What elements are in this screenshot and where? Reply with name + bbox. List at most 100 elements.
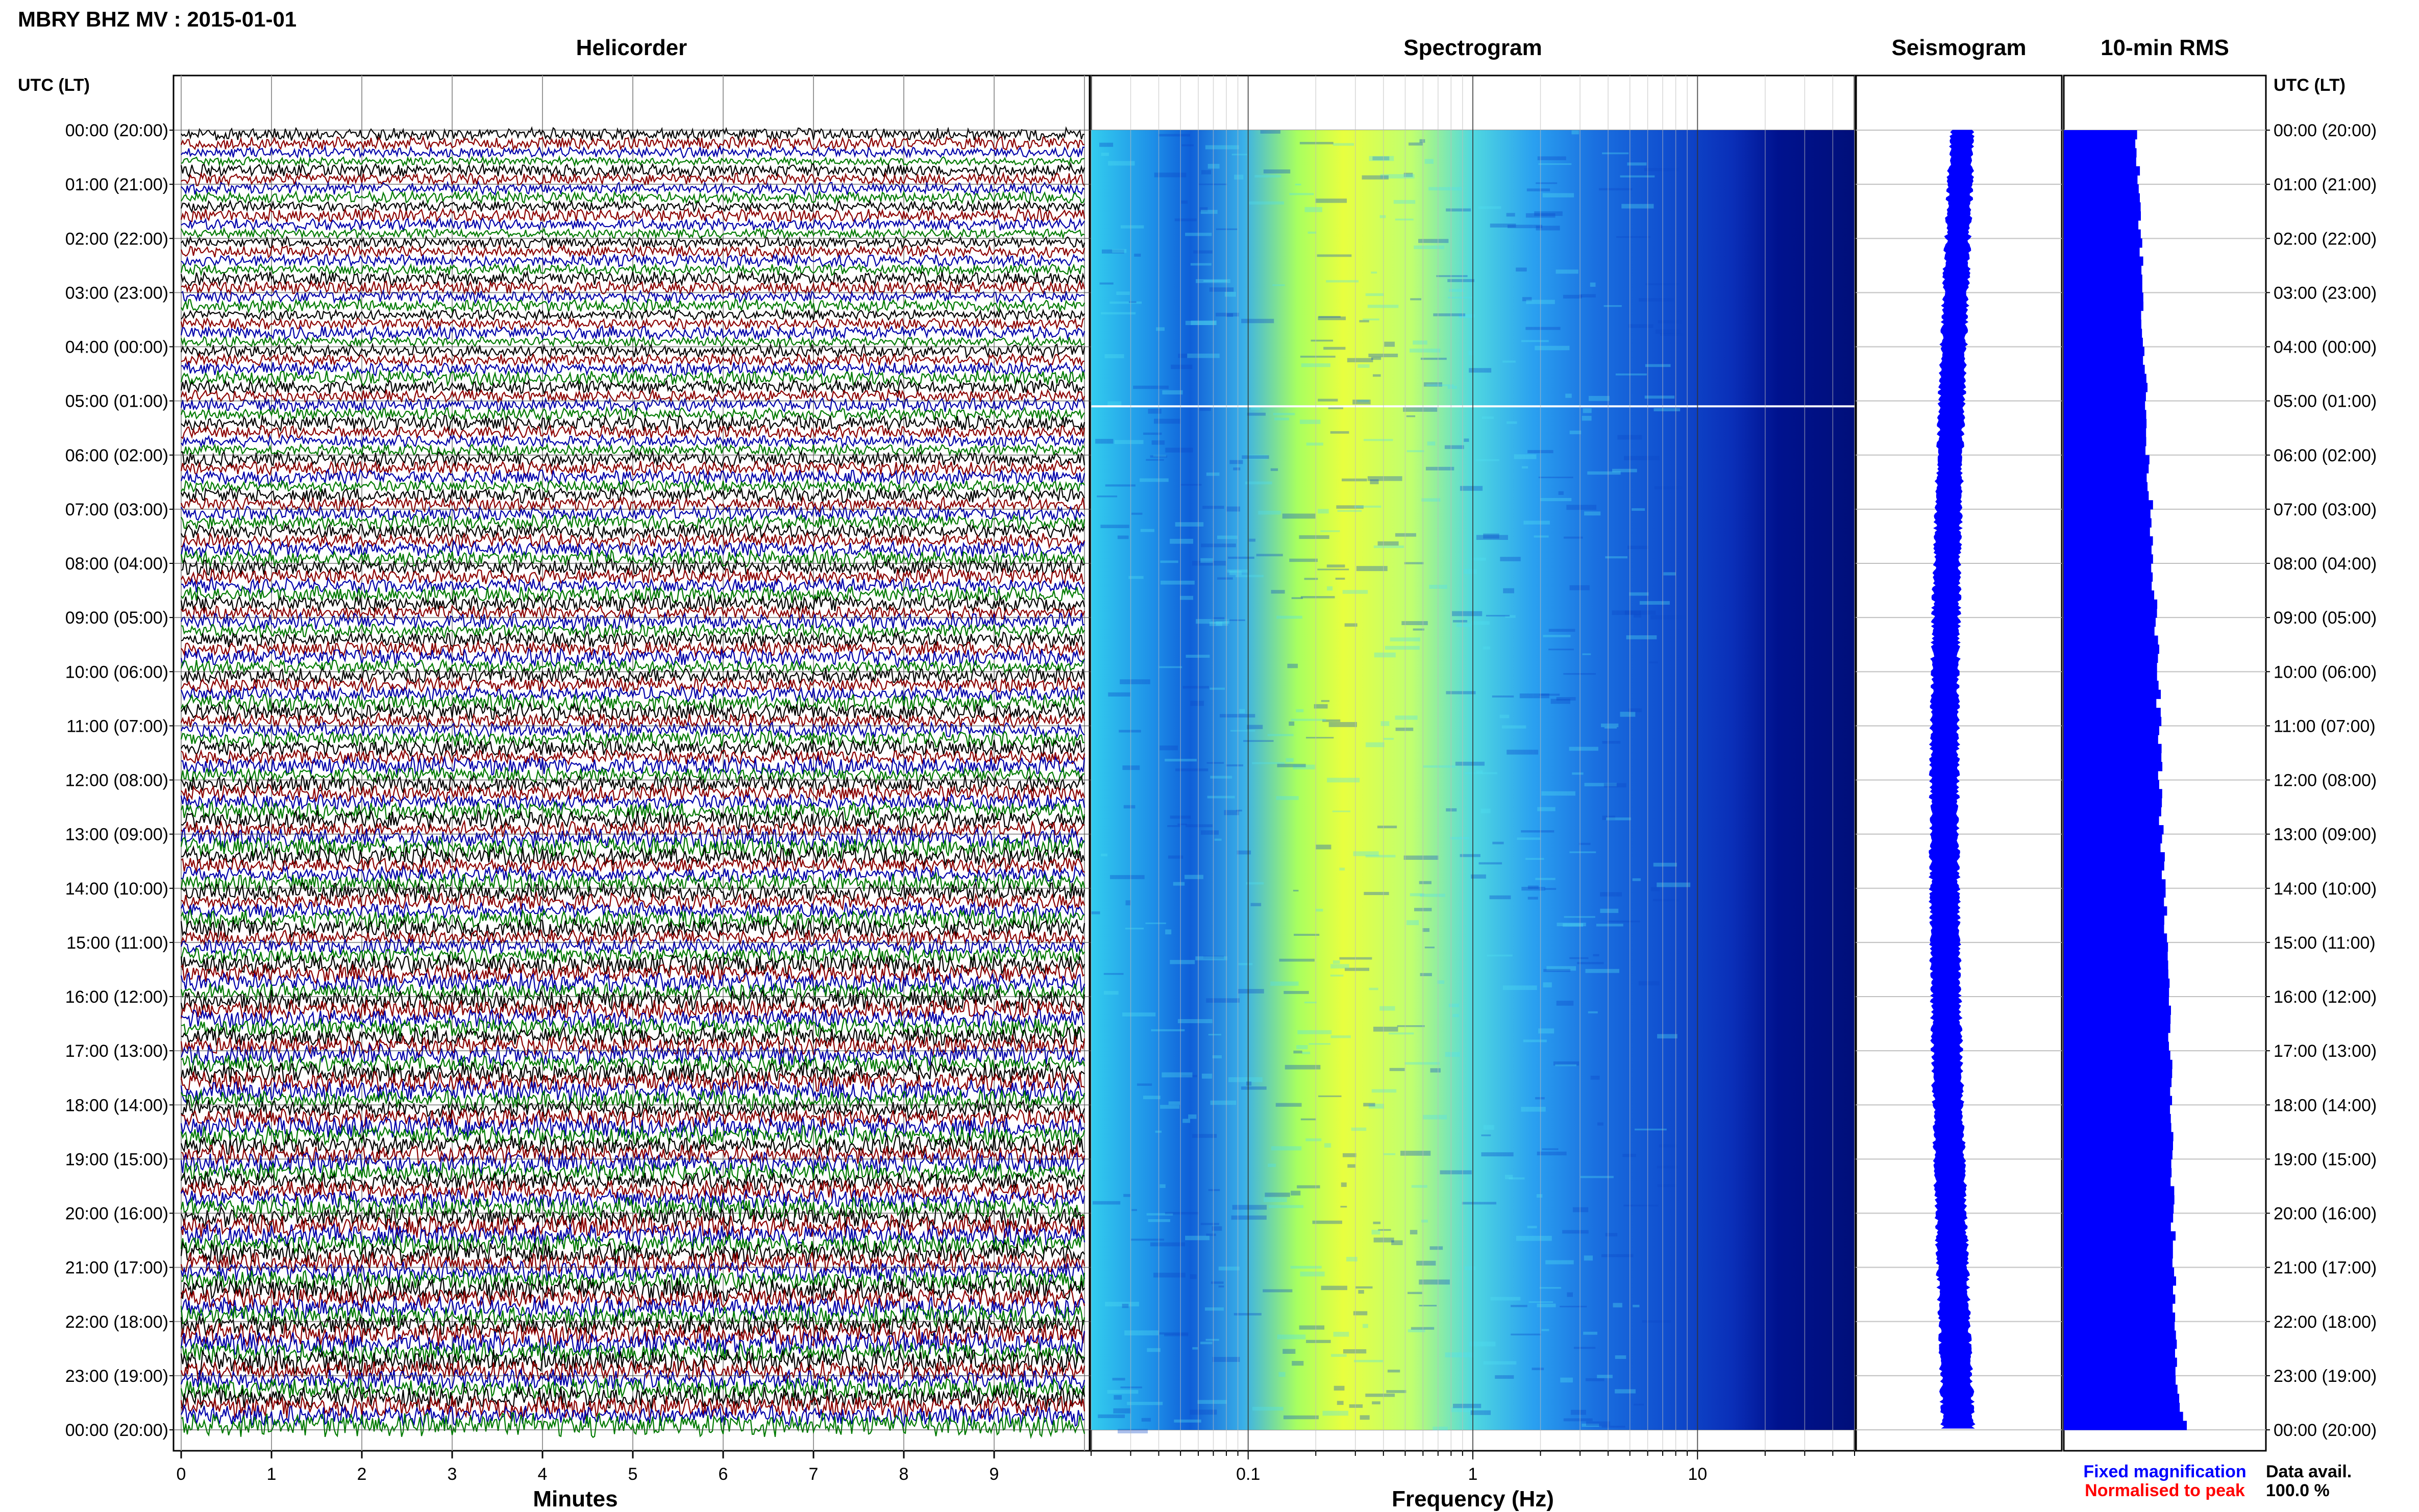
spectrogram-streak [1158, 134, 1191, 137]
spectrogram-streak [1208, 1033, 1222, 1036]
rms-bar [2064, 572, 2153, 582]
spectrogram-streak [1503, 588, 1514, 593]
minutes-axis-label: Minutes [533, 1486, 618, 1511]
spectrogram-streak [1580, 1176, 1614, 1178]
spectrogram-streak [1420, 894, 1445, 897]
spectrogram-streak [1299, 142, 1334, 144]
spectrogram-streak [1579, 294, 1596, 298]
spectrogram-streak [1092, 1201, 1121, 1205]
helicorder-trace [180, 928, 1085, 947]
spectrogram-streak [1196, 619, 1230, 624]
helicorder-trace [180, 206, 1085, 224]
time-label-left: 04:00 (00:00) [65, 338, 168, 357]
spectrogram-streak [1134, 254, 1141, 257]
spectrogram-streak [1277, 1334, 1306, 1340]
rms-bar [2064, 1204, 2174, 1214]
spectrogram-streak [1663, 572, 1676, 576]
spectrogram-streak [1272, 284, 1285, 286]
spectrogram-streak [1275, 1103, 1302, 1107]
helicorder-trace [180, 1330, 1085, 1357]
time-label-left: 22:00 (18:00) [65, 1312, 168, 1332]
spectrogram-streak [1233, 467, 1241, 470]
spectrogram-streak [1286, 758, 1294, 762]
spectrogram-streak [1355, 1286, 1373, 1289]
spectrogram-streak [1337, 1401, 1344, 1405]
spectrogram-streak [1282, 1349, 1296, 1354]
helicorder-trace [181, 702, 1085, 723]
spectrogram-streak [1569, 430, 1582, 434]
spectrogram-streak [1436, 275, 1468, 277]
spectrogram-streak [1332, 143, 1354, 146]
spectrogram-streak [1490, 1297, 1521, 1301]
spectrogram-streak [1373, 1026, 1398, 1032]
spectrogram-streak [1249, 201, 1285, 205]
spectrogram-streak [1615, 373, 1647, 376]
time-label-right: 02:00 (22:00) [2274, 229, 2377, 249]
spectrogram-streak [1363, 1103, 1375, 1107]
spectrogram-streak [1483, 1125, 1494, 1130]
spectrogram-streak [1429, 1246, 1443, 1250]
helicorder-trace [181, 1107, 1085, 1129]
spectrogram-streak [1409, 349, 1441, 353]
spectrogram-streak [1159, 1332, 1189, 1335]
helicorder-trace [180, 1358, 1085, 1382]
spectrogram-streak [1137, 1083, 1152, 1086]
time-label-right: 03:00 (23:00) [2274, 283, 2377, 303]
spectrogram-streak [1327, 586, 1333, 591]
helicorder-trace [181, 844, 1085, 869]
spectrogram-streak [1201, 543, 1236, 548]
spectrogram-streak [1159, 745, 1178, 751]
rms-bar [2064, 1168, 2172, 1178]
spectrogram-streak [1264, 1197, 1287, 1202]
spectrogram-streak [1605, 1233, 1618, 1236]
helicorder-trace [181, 486, 1085, 504]
spectrogram-streak [1341, 1182, 1347, 1187]
spectrogram-streak [1440, 1170, 1472, 1175]
helicorder-trace [180, 335, 1085, 349]
spectrogram-streak [1395, 727, 1414, 731]
helicorder-trace [180, 1322, 1085, 1348]
spectrogram-streak [1453, 1403, 1482, 1408]
spectrogram-streak [1185, 320, 1216, 326]
seismogram-title: Seismogram [1891, 35, 2026, 60]
spectrogram-streak [1629, 592, 1649, 596]
helicorder-trace [181, 253, 1085, 269]
spectrogram-streak [1475, 459, 1499, 461]
spectrogram-streak [1645, 364, 1671, 367]
spectrogram-streak [1312, 1220, 1342, 1224]
helicorder-trace [180, 243, 1085, 259]
spectrogram-streak [1420, 973, 1432, 976]
spectrogram-streak [1548, 649, 1574, 651]
rms-bar [2064, 401, 2145, 410]
spectrogram-streak [1397, 1025, 1425, 1027]
helicorder-trace [180, 765, 1084, 785]
spectrogram-streak [1537, 156, 1566, 160]
helicorder-trace [181, 639, 1085, 658]
rms-title: 10-min RMS [2101, 35, 2229, 60]
spectrogram-streak [1287, 663, 1298, 668]
spectrogram-streak [1447, 386, 1457, 389]
spectrogram-streak [1616, 236, 1650, 238]
spectrogram-streak [1521, 886, 1545, 891]
spectrogram-streak [1446, 691, 1476, 695]
spectrogram-streak [1187, 353, 1220, 358]
spectrogram-streak [1600, 892, 1622, 897]
rms-bar [2064, 825, 2164, 835]
rms-bar [2064, 1141, 2173, 1151]
spectrogram-streak [1322, 1410, 1349, 1416]
spectrogram-streak [1141, 1418, 1151, 1422]
spectrogram-streak [1446, 208, 1471, 212]
spectrogram-streak [1201, 1073, 1213, 1079]
spectrogram-streak [1621, 204, 1654, 209]
time-label-left: 23:00 (19:00) [65, 1367, 168, 1386]
rms-bar [2064, 699, 2157, 708]
spectrogram-streak [1217, 535, 1238, 539]
spectrogram-streak [1471, 621, 1490, 625]
spectrogram-streak [1123, 805, 1136, 809]
rms-bar [2064, 915, 2164, 925]
spectrogram-streak [1109, 301, 1142, 304]
page-title: MBRY BHZ MV : 2015-01-01 [18, 7, 297, 31]
helicorder-trace [180, 981, 1085, 1003]
spectrogram-streak [1185, 1235, 1210, 1241]
spectrogram-streak [1116, 291, 1130, 295]
